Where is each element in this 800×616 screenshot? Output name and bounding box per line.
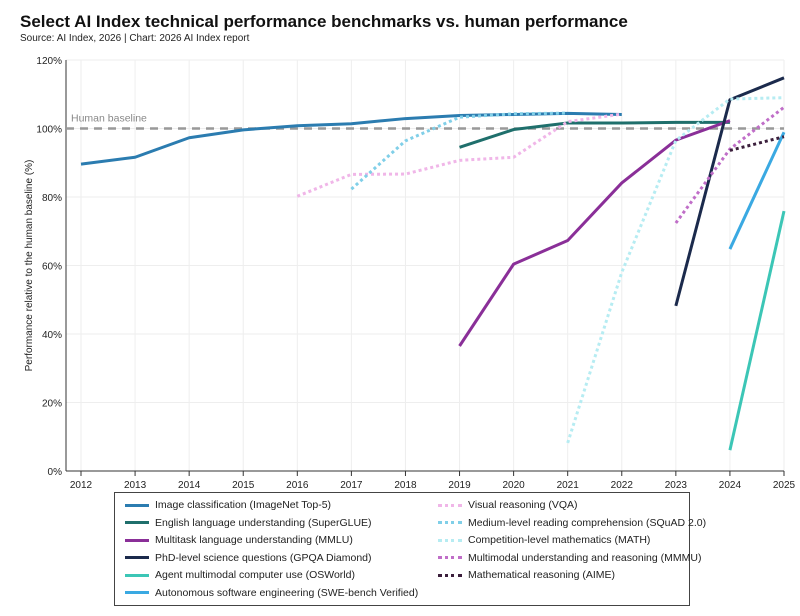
legend-item: PhD-level science questions (GPQA Diamon…: [125, 552, 372, 564]
x-tick-label: 2023: [665, 480, 688, 491]
legend-item: English language understanding (SuperGLU…: [125, 517, 372, 529]
legend-label: English language understanding (SuperGLU…: [155, 516, 372, 529]
legend-swatch: [438, 503, 462, 507]
legend-item: Medium-level reading comprehension (SQuA…: [438, 517, 706, 529]
legend-swatch: [438, 556, 462, 559]
legend-item: Multitask language understanding (MMLU): [125, 534, 353, 546]
series-line: [459, 120, 730, 149]
legend-label: Visual reasoning (VQA): [468, 499, 578, 511]
series-line: [296, 112, 622, 198]
legend-item: Competition-level mathematics (MATH): [438, 534, 650, 546]
legend-swatch: [125, 521, 149, 524]
legend-swatch: [125, 538, 149, 542]
y-tick-label: 20%: [42, 399, 62, 410]
legend-item: Autonomous software engineering (SWE-ben…: [125, 587, 418, 599]
legend-swatch: [125, 503, 149, 507]
y-tick-label: 0%: [48, 467, 63, 478]
series-line: [350, 111, 568, 191]
x-tick-label: 2018: [394, 480, 417, 491]
series-line: [674, 76, 785, 307]
series-line: [728, 131, 786, 250]
legend-label: Image classification (ImageNet Top-5): [155, 499, 332, 511]
y-tick-label: 120%: [36, 56, 62, 67]
x-tick-label: 2020: [502, 480, 525, 491]
legend-swatch: [438, 538, 462, 542]
x-tick-label: 2017: [340, 480, 363, 491]
legend-label: Autonomous software engineering (SWE-ben…: [155, 586, 419, 599]
legend-item: Mathematical reasoning (AIME): [438, 569, 615, 581]
legend-item: Image classification (ImageNet Top-5): [125, 499, 331, 511]
x-tick-label: 2024: [719, 480, 742, 491]
y-tick-label: 40%: [42, 330, 62, 341]
legend-swatch: [438, 521, 462, 524]
chart-subtitle: Source: AI Index, 2026 | Chart: 2026 AI …: [20, 33, 250, 44]
legend-swatch: [125, 556, 149, 559]
x-tick-label: 2014: [178, 480, 201, 491]
legend-label: Multimodal understanding and reasoning (…: [468, 551, 702, 564]
x-tick-label: 2013: [124, 480, 147, 491]
legend-label: Medium-level reading comprehension (SQuA…: [468, 516, 707, 529]
series-line: [458, 119, 731, 347]
legend-label: PhD-level science questions (GPQA Diamon…: [155, 551, 372, 564]
legend-label: Agent multimodal computer use (OSWorld): [155, 569, 355, 581]
legend-item: Visual reasoning (VQA): [438, 499, 578, 511]
legend-item: Multimodal understanding and reasoning (…: [438, 552, 701, 564]
x-tick-label: 2021: [557, 480, 580, 491]
legend-label: Multitask language understanding (MMLU): [155, 534, 353, 546]
legend-swatch: [125, 573, 149, 577]
x-tick-label: 2022: [611, 480, 634, 491]
chart-title: Select AI Index technical performance be…: [20, 12, 628, 31]
legend: Image classification (ImageNet Top-5) Eng…: [114, 492, 706, 606]
y-axis-label: Performance relative to the human baseli…: [24, 160, 35, 372]
legend-item: Agent multimodal computer use (OSWorld): [125, 569, 355, 581]
x-tick-label: 2015: [232, 480, 255, 491]
y-tick-label: 80%: [42, 193, 62, 204]
y-tick-label: 60%: [42, 262, 62, 273]
x-tick-label: 2019: [448, 480, 471, 491]
x-tick-label: 2025: [773, 480, 796, 491]
human-baseline-label: Human baseline: [71, 113, 147, 125]
x-tick-label: 2012: [70, 480, 93, 491]
legend-swatch: [438, 573, 462, 577]
x-tick-label: 2016: [286, 480, 309, 491]
y-tick-label: 100%: [36, 125, 62, 136]
series-line: [80, 111, 622, 166]
series-line: [728, 210, 786, 451]
legend-swatch: [125, 591, 149, 594]
legend-label: Competition-level mathematics (MATH): [468, 534, 651, 546]
legend-label: Mathematical reasoning (AIME): [468, 569, 616, 581]
